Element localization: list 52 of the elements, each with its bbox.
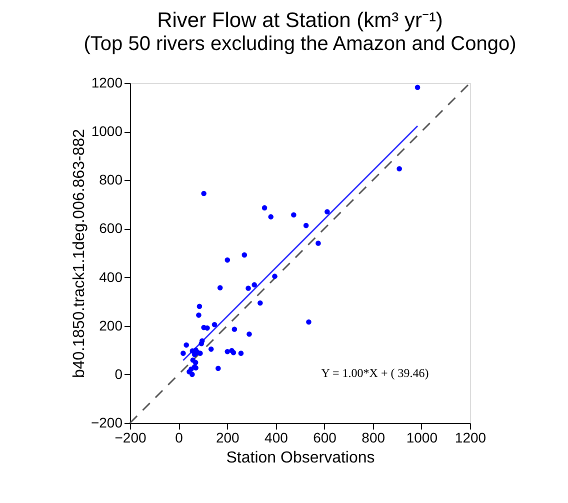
point bbox=[306, 319, 312, 325]
point bbox=[232, 326, 238, 332]
point bbox=[238, 350, 244, 356]
chart-title: River Flow at Station (km³ yr⁻¹) bbox=[157, 9, 443, 32]
point bbox=[196, 312, 202, 318]
point bbox=[262, 205, 268, 210]
annotation: Y = 1.00*X + ( 39.46) bbox=[321, 366, 429, 380]
point bbox=[204, 325, 210, 331]
point bbox=[316, 240, 321, 246]
x-tick-label: −200 bbox=[114, 430, 146, 446]
y-tick-label: 400 bbox=[99, 268, 123, 285]
point bbox=[246, 286, 251, 291]
point bbox=[198, 350, 203, 356]
point bbox=[291, 212, 296, 218]
point bbox=[180, 350, 186, 356]
point bbox=[192, 360, 198, 366]
chart-subtitle: (Top 50 rivers excluding the Amazon and Congo) bbox=[84, 33, 516, 55]
x-tick-label: 600 bbox=[313, 430, 337, 446]
y-axis-title: b40.1850.track1.1deg.006.863-882 bbox=[70, 128, 88, 378]
x-axis-title: Station Observations bbox=[226, 450, 375, 466]
x-tick-label: 0 bbox=[175, 430, 184, 446]
x-tick-label: 800 bbox=[362, 430, 386, 446]
x-tick-label: 1000 bbox=[406, 430, 438, 446]
point bbox=[396, 166, 402, 172]
point bbox=[414, 84, 420, 90]
y-tick-label: 800 bbox=[99, 172, 123, 188]
y-tick-label: 1000 bbox=[91, 123, 123, 140]
point bbox=[324, 209, 330, 214]
y-tick-label: 1200 bbox=[91, 74, 123, 90]
point bbox=[242, 252, 248, 258]
y-tick-label: 0 bbox=[114, 366, 123, 382]
point bbox=[268, 214, 274, 220]
y-tick-label: 600 bbox=[99, 220, 123, 236]
point bbox=[208, 346, 214, 352]
x-tick-label: 200 bbox=[216, 430, 240, 446]
y-tick-label: −200 bbox=[90, 414, 123, 430]
point bbox=[196, 304, 202, 310]
y-tick-label: 200 bbox=[99, 317, 123, 334]
point bbox=[224, 257, 230, 263]
point bbox=[201, 190, 206, 196]
point bbox=[303, 222, 309, 228]
point bbox=[212, 322, 218, 328]
point bbox=[217, 285, 223, 290]
point bbox=[246, 331, 252, 337]
point bbox=[190, 372, 195, 378]
point bbox=[184, 342, 189, 348]
x-tick-label: 400 bbox=[264, 430, 288, 446]
point bbox=[258, 300, 263, 306]
point bbox=[216, 366, 221, 371]
x-tick-label: 1200 bbox=[454, 430, 486, 446]
point bbox=[272, 274, 278, 279]
point bbox=[252, 282, 257, 288]
